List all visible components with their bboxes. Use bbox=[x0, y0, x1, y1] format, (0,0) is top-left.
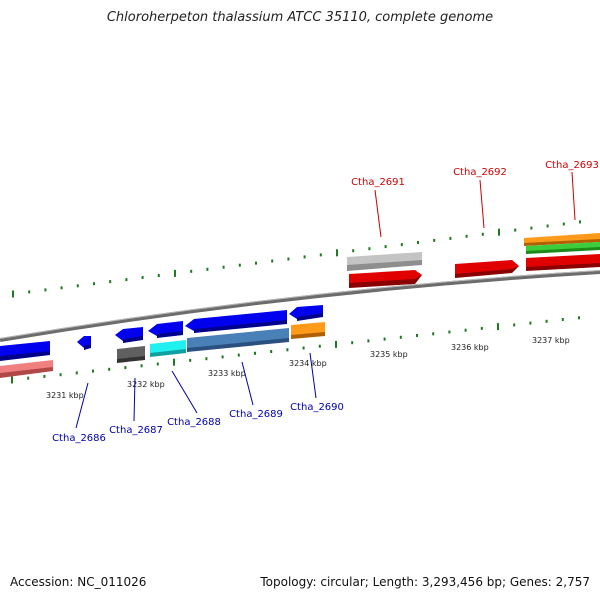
gene-label-ctha-2688[interactable]: Ctha_2688 bbox=[167, 417, 221, 428]
gene-ctha-2691-feature[interactable] bbox=[347, 252, 422, 271]
gene-ctha-2690-feature[interactable] bbox=[291, 322, 325, 339]
leader-line-ctha-2686 bbox=[75, 382, 89, 429]
gene-left-edge-cds[interactable] bbox=[0, 341, 50, 361]
genome-backbone bbox=[0, 270, 600, 342]
accession-text: Accession: NC_011026 bbox=[10, 575, 147, 589]
gene-ctha-2693-feature-green[interactable] bbox=[526, 242, 600, 254]
scale-label: 3231 kbp bbox=[46, 391, 84, 400]
gene-ctha-2689-cds[interactable] bbox=[185, 310, 287, 333]
scale-label: 3233 kbp bbox=[208, 369, 246, 378]
gene-ctha-2690-cds[interactable] bbox=[289, 305, 323, 321]
gene-ctha-2689-feature[interactable] bbox=[187, 328, 289, 352]
scale-label: 3234 kbp bbox=[289, 359, 327, 368]
leader-line-ctha-2690 bbox=[309, 352, 317, 399]
gene-label-ctha-2691[interactable]: Ctha_2691 bbox=[351, 177, 405, 188]
gene-ctha-2692-cds[interactable] bbox=[455, 260, 519, 278]
gene-ctha-2688-cds[interactable] bbox=[148, 321, 183, 338]
scale-label: 3236 kbp bbox=[451, 343, 489, 352]
leader-line-ctha-2693 bbox=[571, 171, 576, 221]
gene-label-ctha-2692[interactable]: Ctha_2692 bbox=[453, 167, 507, 178]
gene-ctha-2688-feature[interactable] bbox=[150, 340, 186, 357]
leader-line-ctha-2689 bbox=[241, 361, 254, 406]
scale-label: 3235 kbp bbox=[370, 350, 408, 359]
gene-ctha-2691-cds[interactable] bbox=[349, 270, 422, 288]
gene-ctha-2693-feature-orange[interactable] bbox=[524, 233, 600, 246]
gene-label-ctha-2690[interactable]: Ctha_2690 bbox=[290, 402, 344, 413]
gene-label-ctha-2687[interactable]: Ctha_2687 bbox=[109, 425, 163, 436]
leader-line-ctha-2688 bbox=[171, 370, 198, 414]
gene-label-ctha-2689[interactable]: Ctha_2689 bbox=[229, 409, 283, 420]
gene-ctha-2686-cds[interactable] bbox=[77, 336, 91, 350]
upper-tick-row bbox=[12, 220, 581, 298]
scale-label: 3237 kbp bbox=[532, 336, 570, 345]
gene-ctha-2687-cds[interactable] bbox=[115, 327, 143, 343]
leader-line-ctha-2687 bbox=[133, 377, 136, 422]
leader-line-ctha-2691 bbox=[374, 189, 382, 238]
scale-label: 3232 kbp bbox=[127, 380, 165, 389]
genome-backbone-highlight bbox=[0, 270, 600, 339]
gene-left-edge-feature[interactable] bbox=[0, 360, 53, 378]
leader-line-ctha-2692 bbox=[479, 179, 485, 229]
genome-title: Chloroherpeton thalassium ATCC 35110, co… bbox=[106, 10, 494, 25]
gene-label-ctha-2693[interactable]: Ctha_2693 bbox=[545, 160, 599, 171]
gene-label-ctha-2686[interactable]: Ctha_2686 bbox=[52, 433, 106, 444]
gene-ctha-2687-feature[interactable] bbox=[117, 346, 145, 363]
lower-tick-row bbox=[11, 316, 580, 384]
gene-ctha-2693-cds[interactable] bbox=[526, 254, 600, 271]
genome-summary-text: Topology: circular; Length: 3,293,456 bp… bbox=[260, 575, 590, 589]
